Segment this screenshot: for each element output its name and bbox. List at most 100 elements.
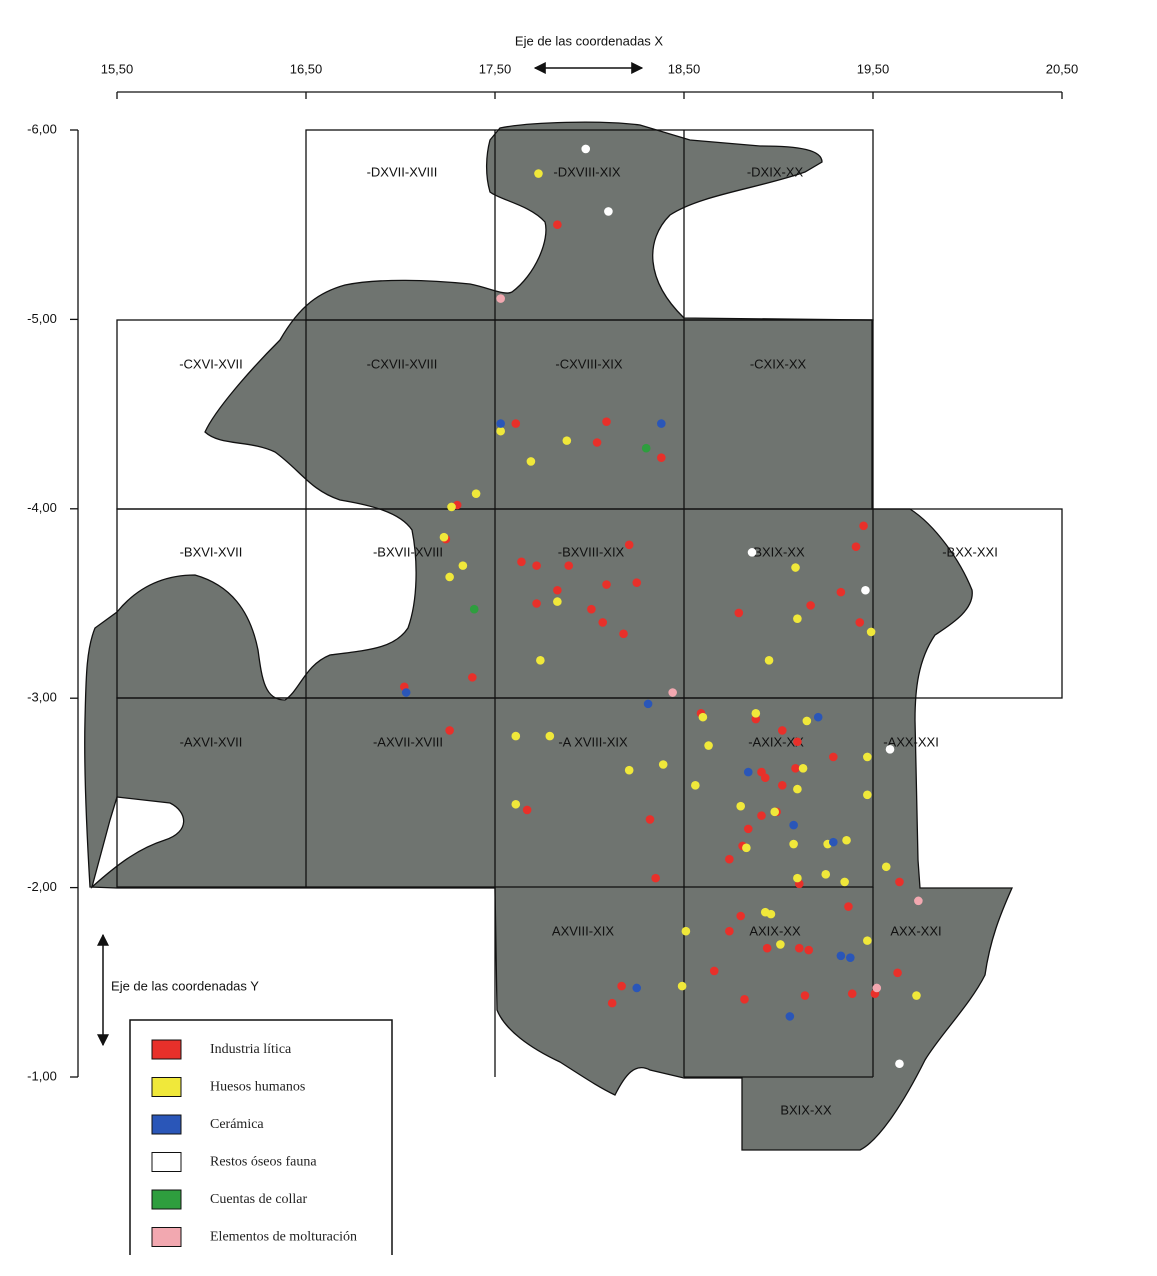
- excavation-gap: [90, 796, 185, 889]
- point: [522, 805, 532, 815]
- point: [747, 548, 757, 557]
- cell-label: -BXVIII-XIX: [558, 544, 625, 559]
- point: [496, 419, 505, 428]
- point: [645, 815, 655, 824]
- point: [445, 572, 454, 582]
- points: [399, 144, 923, 1069]
- point: [863, 752, 872, 762]
- y-tick-label: -4,00: [27, 500, 57, 515]
- point: [895, 877, 904, 887]
- point: [893, 968, 902, 978]
- point: [624, 540, 634, 550]
- point: [885, 745, 895, 754]
- point: [619, 629, 628, 639]
- point: [725, 926, 734, 936]
- point: [681, 926, 691, 936]
- cell-label: -DXVII-XVIII: [367, 164, 438, 179]
- point: [468, 673, 477, 682]
- point: [657, 453, 666, 462]
- point: [511, 731, 521, 741]
- cell-label: -BXX-XXI: [942, 544, 998, 559]
- point: [553, 220, 562, 229]
- y-tick-label: -5,00: [27, 311, 57, 326]
- point: [532, 561, 541, 570]
- point: [813, 712, 823, 722]
- cell-label: -AXVI-XVII: [180, 734, 243, 749]
- point: [743, 767, 753, 777]
- point: [836, 951, 846, 961]
- point: [842, 835, 851, 845]
- point: [766, 909, 776, 919]
- point: [762, 943, 772, 953]
- point: [861, 585, 870, 595]
- point: [632, 578, 642, 587]
- point: [658, 760, 668, 769]
- point: [851, 542, 861, 551]
- cell-label: -AXIX-XX: [748, 734, 804, 749]
- point: [602, 580, 611, 589]
- legend-swatch: [151, 1114, 182, 1135]
- point: [895, 1059, 904, 1069]
- cell-labels: -DXVII-XVIII -DXVIII-XIX -DXIX-XX -CXVI-…: [179, 164, 998, 1117]
- cell-label: BXIX-XX: [780, 1102, 832, 1117]
- point: [545, 731, 555, 741]
- point: [881, 862, 891, 872]
- point: [789, 839, 798, 849]
- x-tick-label: 16,50: [290, 61, 323, 76]
- point: [793, 784, 802, 794]
- legend-box: [129, 1019, 393, 1255]
- point: [914, 896, 923, 906]
- point: [677, 981, 687, 991]
- point: [624, 765, 634, 775]
- legend-swatch: [151, 1152, 182, 1172]
- point: [863, 936, 872, 945]
- point: [872, 983, 882, 993]
- cell-label: AXIX-XX: [749, 923, 801, 938]
- point: [439, 532, 449, 542]
- point: [643, 699, 653, 709]
- point: [536, 656, 545, 665]
- legend-swatch: [151, 1077, 182, 1097]
- cell-label: AXVIII-XIX: [552, 923, 614, 938]
- point: [844, 902, 853, 911]
- point: [553, 585, 562, 595]
- point: [776, 940, 785, 949]
- point: [846, 953, 855, 962]
- legend-label: Industria lítica: [210, 1042, 292, 1057]
- legend: Industria lítica Huesos humanos Cerámica Re…: [151, 1039, 357, 1247]
- point: [564, 561, 574, 570]
- point: [794, 943, 804, 953]
- point: [736, 911, 745, 921]
- point: [587, 604, 596, 614]
- x-tick-label: 18,50: [668, 61, 701, 76]
- point: [806, 601, 815, 610]
- legend-swatch: [151, 1039, 182, 1060]
- point: [802, 716, 812, 726]
- cell-label: -DXVIII-XIX: [553, 164, 621, 179]
- point: [777, 726, 787, 735]
- point: [602, 417, 611, 426]
- legend-label: Huesos humanos: [210, 1080, 305, 1095]
- x-axis-title: Eje de las coordenadas X: [515, 33, 663, 48]
- point: [785, 1012, 795, 1021]
- cell-label: -CXIX-XX: [750, 356, 807, 371]
- point: [789, 820, 798, 830]
- legend-label: Elementos de molturación: [210, 1230, 357, 1245]
- point: [471, 489, 481, 498]
- point: [840, 877, 849, 887]
- point: [511, 419, 521, 428]
- x-tick-label: 19,50: [857, 61, 890, 76]
- point: [458, 561, 468, 570]
- point: [651, 873, 660, 883]
- point: [496, 294, 505, 303]
- point: [736, 801, 745, 811]
- point: [532, 599, 541, 608]
- point: [657, 419, 666, 428]
- point: [401, 688, 411, 697]
- point: [829, 837, 838, 847]
- y-tick-label: -6,00: [27, 121, 57, 136]
- y-tick-label: -3,00: [27, 690, 57, 705]
- point: [863, 790, 872, 800]
- point: [526, 457, 536, 466]
- cell-label: -AXX-XXI: [883, 734, 939, 749]
